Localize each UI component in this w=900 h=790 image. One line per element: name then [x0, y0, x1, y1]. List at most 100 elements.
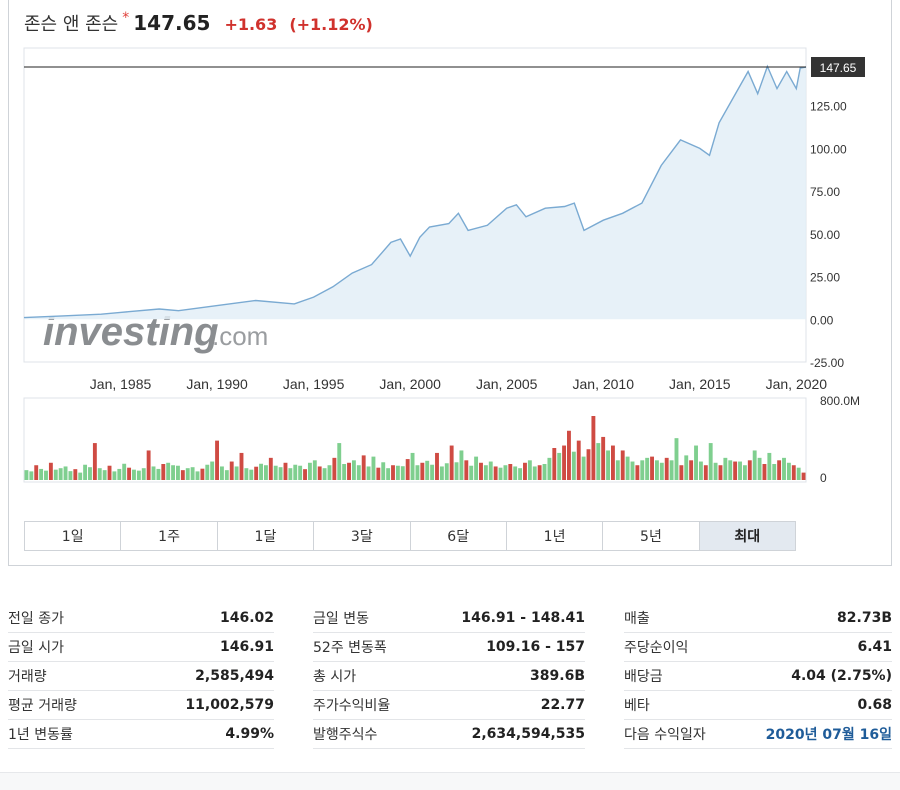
stat-value: 6.41: [857, 639, 892, 655]
volume-bar: [571, 451, 576, 480]
volume-bar: [127, 467, 132, 480]
instrument-name[interactable]: 존슨 앤 존슨: [24, 14, 119, 35]
volume-bar: [518, 468, 523, 480]
volume-bar: [435, 452, 439, 480]
volume-bar: [694, 445, 698, 480]
range-tab-0[interactable]: 1일: [25, 522, 122, 550]
volume-bar: [567, 430, 571, 480]
range-tab-4[interactable]: 6달: [411, 522, 507, 550]
volume-bar: [376, 467, 381, 480]
range-tab-1[interactable]: 1주: [121, 522, 218, 550]
volume-bar: [395, 465, 400, 480]
volume-bar: [278, 467, 283, 480]
volume-bar: [747, 460, 752, 480]
stat-value: 109.16 - 157: [486, 639, 585, 655]
stat-value: 22.77: [540, 697, 585, 713]
volume-bar: [224, 470, 229, 480]
stat-label: 총 시가: [313, 669, 357, 685]
volume-bar: [415, 465, 420, 480]
volume-bar: [156, 468, 161, 480]
stat-label: 1년 변동률: [8, 727, 73, 743]
y-tick-label: 25.00: [810, 271, 840, 285]
volume-bar: [689, 460, 694, 480]
x-tick-label: Jan, 2015: [669, 376, 731, 392]
volume-bar: [513, 466, 518, 480]
volume-bar: [430, 464, 435, 480]
stat-row: 52주 변동폭 109.16 - 157: [313, 633, 585, 662]
price-area: [24, 66, 806, 320]
range-tab-7[interactable]: 최대: [699, 522, 795, 550]
stat-label: 금일 변동: [313, 611, 369, 627]
volume-bar: [386, 468, 391, 480]
quote-header: 존슨 앤 존슨 * 147.65 +1.63 (+1.12%): [24, 10, 373, 42]
price-line[interactable]: [23, 64, 807, 319]
stat-label: 평균 거래량: [8, 698, 77, 714]
price-change-percent: (+1.12%): [289, 15, 373, 34]
volume-bar: [171, 465, 176, 480]
stat-row: 총 시가 389.6B: [313, 662, 585, 691]
volume-bar: [88, 467, 92, 480]
volume-bar: [337, 443, 342, 480]
volume-bar: [244, 468, 249, 480]
volume-bar: [356, 465, 361, 480]
volume-area: [23, 397, 807, 483]
range-tab-5[interactable]: 1년: [507, 522, 604, 550]
stats-column: 금일 변동 146.91 - 148.41 52주 변동폭 109.16 - 157 총…: [313, 604, 585, 749]
volume-bar: [273, 465, 278, 480]
volume-bar: [503, 465, 508, 480]
volume-bar: [361, 455, 366, 480]
volume-bar: [601, 436, 606, 480]
volume-bar: [767, 452, 772, 480]
stat-value: 4.99%: [225, 726, 274, 742]
volume-bar: [24, 470, 29, 480]
volume-bar: [703, 465, 708, 480]
volume-bar: [620, 450, 625, 480]
volume-bar: [68, 471, 73, 480]
page-divider: [0, 772, 900, 790]
volume-bar: [625, 456, 630, 480]
stat-value[interactable]: 2020년 07월 16일: [765, 727, 892, 743]
volume-bar: [29, 471, 34, 480]
volume-bar: [366, 466, 371, 480]
stat-label: 금일 시가: [8, 640, 64, 656]
volume-bar: [527, 460, 532, 480]
stat-label: 거래량: [8, 669, 47, 685]
volume-min-label: 0: [820, 471, 827, 485]
volume-bar: [738, 461, 742, 480]
stat-row: 평균 거래량 11,002,579: [8, 691, 274, 720]
range-tab-2[interactable]: 1달: [218, 522, 315, 550]
volume-bar: [220, 466, 224, 480]
price-chart[interactable]: investing.com147.65125.00100.0075.0050.0…: [9, 0, 893, 520]
volume-bar: [679, 465, 684, 480]
stat-label: 전일 종가: [8, 611, 64, 627]
watermark-suffix: .com: [212, 321, 268, 351]
stat-row: 금일 변동 146.91 - 148.41: [313, 604, 585, 633]
stat-row: 발행주식수 2,634,594,535: [313, 720, 585, 749]
x-tick-label: Jan, 2010: [573, 376, 635, 392]
range-tab-6[interactable]: 5년: [603, 522, 700, 550]
volume-bar: [234, 466, 239, 480]
price-change: +1.63: [224, 15, 278, 34]
volume-bar: [410, 452, 415, 480]
volume-bar: [615, 460, 620, 480]
volume-bar: [351, 460, 356, 480]
volume-bar: [581, 456, 586, 480]
volume-bar: [469, 465, 474, 480]
volume-bar: [708, 443, 713, 480]
volume-bar: [327, 465, 332, 480]
volume-bar: [669, 460, 674, 480]
volume-bar: [488, 461, 493, 480]
volume-bar: [146, 450, 151, 480]
stat-row: 배당금 4.04 (2.75%): [624, 662, 892, 691]
stat-label: 발행주식수: [313, 727, 378, 743]
volume-bar: [684, 455, 689, 480]
volume-bar: [454, 462, 459, 480]
stat-row: 거래량 2,585,494: [8, 662, 274, 691]
volume-bar: [420, 462, 425, 480]
range-tab-3[interactable]: 3달: [314, 522, 411, 550]
volume-bar: [718, 465, 723, 480]
stats-table: 전일 종가 146.02 금일 시가 146.91 거래량 2,585,494 평균 거래량…: [8, 604, 892, 749]
volume-bar: [762, 464, 767, 480]
y-tick-label: 75.00: [810, 185, 840, 199]
stat-row: 1년 변동률 4.99%: [8, 720, 274, 749]
